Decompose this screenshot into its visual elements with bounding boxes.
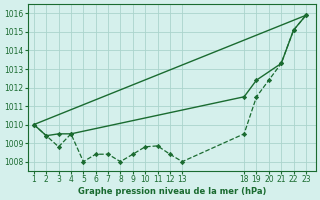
X-axis label: Graphe pression niveau de la mer (hPa): Graphe pression niveau de la mer (hPa) xyxy=(77,187,266,196)
